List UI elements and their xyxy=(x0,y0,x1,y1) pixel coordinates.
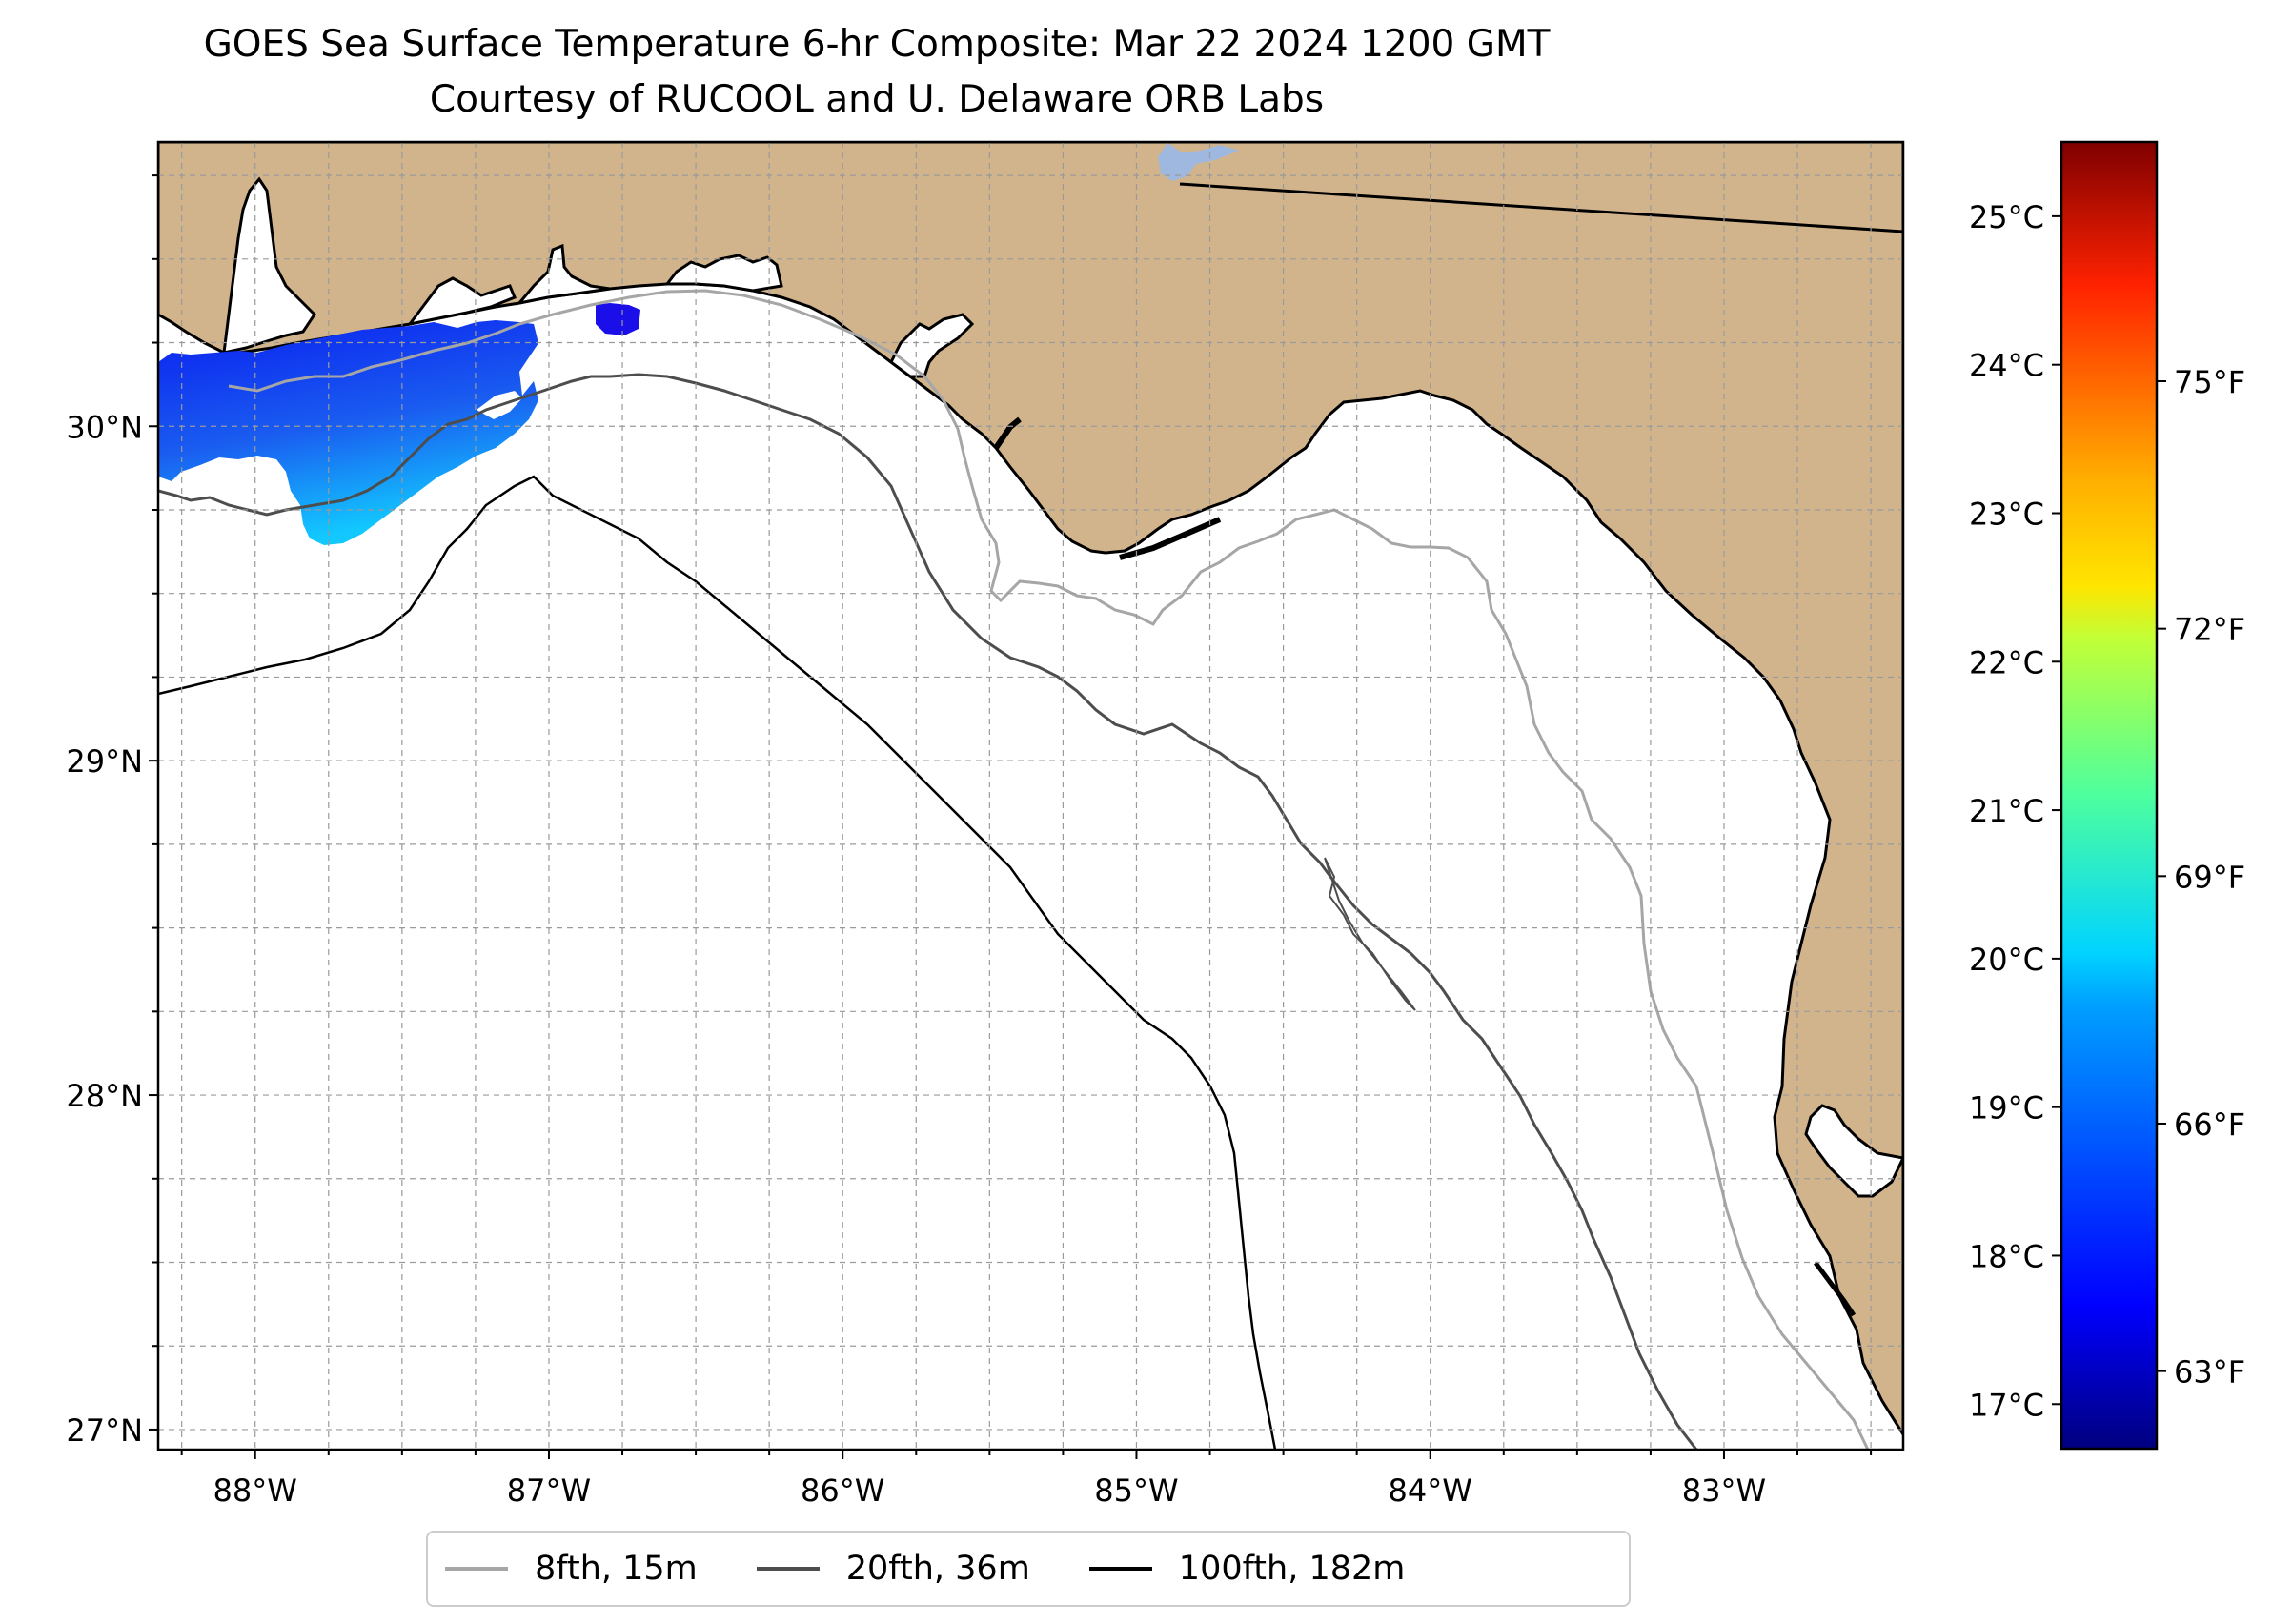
celsius-tick-label: 19°C xyxy=(1969,1090,2044,1127)
fahrenheit-tick-label: 75°F xyxy=(2174,364,2245,400)
map-frame xyxy=(156,140,1905,1451)
lat-tick-label: 27°N xyxy=(66,1412,143,1449)
lon-tick-label: 86°W xyxy=(801,1472,884,1509)
fahrenheit-tick-label: 66°F xyxy=(2174,1106,2245,1143)
colorbar-fahrenheit-axis: 63°F 66°F 69°F 72°F 75°F xyxy=(2157,364,2245,1391)
celsius-tick-label: 20°C xyxy=(1969,942,2044,978)
lon-tick-label: 85°W xyxy=(1094,1472,1178,1509)
lon-tick-label: 87°W xyxy=(507,1472,591,1509)
lat-tick-label: 29°N xyxy=(66,743,143,780)
lat-tick-label: 28°N xyxy=(66,1078,143,1114)
celsius-tick-label: 22°C xyxy=(1969,644,2044,680)
legend-entry-20fth: 20fth, 36m xyxy=(756,1550,1030,1588)
celsius-tick-label: 24°C xyxy=(1969,348,2044,384)
legend-label-20fth: 20fth, 36m xyxy=(845,1550,1030,1588)
sst-patch-small xyxy=(596,303,640,335)
colorbar-celsius-axis: 17°C 18°C 19°C 20°C 21°C 22°C 23°C 24°C 25°C xyxy=(1969,199,2061,1423)
lat-tick-label: 30°N xyxy=(66,409,143,445)
map-subtitle: Courtesy of RUCOOL and U. Delaware ORB L… xyxy=(429,78,1325,121)
fahrenheit-tick-label: 72°F xyxy=(2174,612,2245,648)
legend-entry-100fth: 100fth, 182m xyxy=(1088,1550,1406,1588)
legend-label-100fth: 100fth, 182m xyxy=(1178,1550,1406,1588)
state-boundary xyxy=(1179,182,1903,233)
legend-entry-8fth: 8fth, 15m xyxy=(445,1550,698,1588)
legend-label-8fth: 8fth, 15m xyxy=(535,1550,698,1588)
celsius-tick-label: 18°C xyxy=(1969,1238,2044,1274)
lake-seminole xyxy=(1158,143,1239,181)
tampa-bay xyxy=(1804,1104,1903,1198)
lon-tick-label: 88°W xyxy=(213,1472,297,1509)
fahrenheit-tick-label: 69°F xyxy=(2174,859,2245,895)
celsius-tick-label: 23°C xyxy=(1969,496,2044,532)
pine-island xyxy=(1814,1261,1857,1317)
mobile-bay xyxy=(222,176,316,355)
celsius-tick-label: 17°C xyxy=(1969,1387,2044,1423)
latitude-axis: 30°N 29°N 28°N 27°N xyxy=(66,174,158,1449)
lon-tick-label: 84°W xyxy=(1389,1472,1472,1509)
isobath-8fth-15m xyxy=(228,289,1870,1450)
pensacola-bay xyxy=(406,276,517,327)
st-george-island xyxy=(993,416,1022,450)
isobath-legend: 8fth, 15m 20fth, 36m 100fth, 182m xyxy=(426,1531,1631,1607)
longitude-axis: 88°W 87°W 86°W 85°W 84°W 83°W xyxy=(180,1450,1873,1509)
lon-tick-label: 83°W xyxy=(1682,1472,1766,1509)
choctawhatchee-bay xyxy=(516,243,611,306)
apalachicola-bay xyxy=(889,313,975,378)
legend-swatch-100fth xyxy=(1088,1567,1152,1571)
colorbar xyxy=(2060,140,2159,1451)
sst-patch-main xyxy=(158,320,538,545)
legend-swatch-20fth xyxy=(756,1567,820,1571)
fahrenheit-tick-label: 63°F xyxy=(2174,1354,2245,1391)
isobath-20fth-36m xyxy=(158,373,1698,1450)
map-title: GOES Sea Surface Temperature 6-hr Compos… xyxy=(203,23,1551,66)
isobath-100fth-182m xyxy=(158,475,1277,1450)
legend-swatch-8fth xyxy=(445,1567,508,1571)
celsius-tick-label: 21°C xyxy=(1969,793,2044,829)
celsius-tick-label: 25°C xyxy=(1969,199,2044,235)
gridlines xyxy=(158,142,1903,1450)
